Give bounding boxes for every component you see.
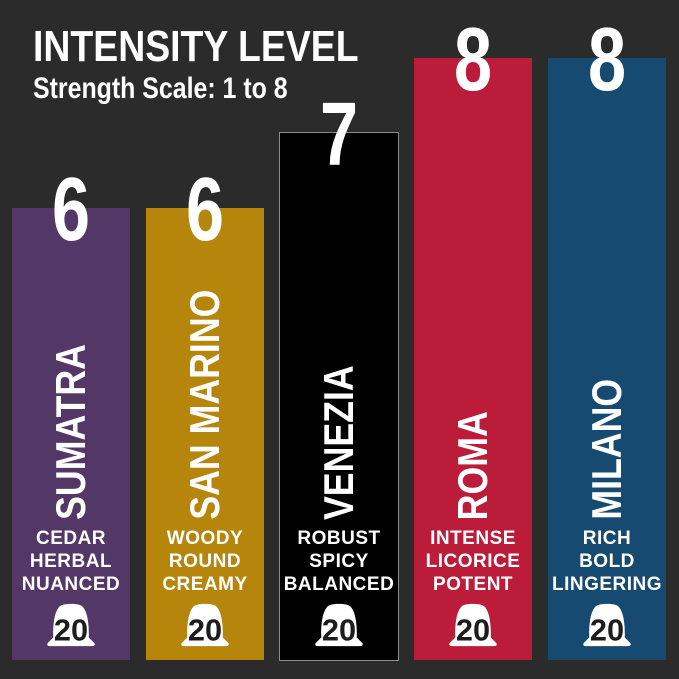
flavor-note-line: LICORICE	[425, 551, 521, 572]
flavor-note-line: CREAMY	[162, 574, 248, 595]
coffee-capsule-icon: 20	[578, 601, 636, 649]
bar-name-outer: MILANO	[583, 379, 630, 520]
flavor-note-line: LINGERING	[551, 574, 663, 595]
flavor-note-line: RICH	[582, 528, 632, 549]
flavor-note-line: ROBUST	[297, 528, 381, 549]
flavor-note-line: BALANCED	[283, 574, 395, 595]
capsule-svg: 20	[583, 603, 631, 647]
chart-subtitle: Strength Scale: 1 to 8	[33, 72, 288, 105]
capsule-svg: 20	[47, 603, 95, 647]
chart-header: INTENSITY LEVEL Strength Scale: 1 to 8	[33, 25, 416, 104]
flavor-note-line: BOLD	[579, 551, 635, 572]
bar-venezia: 7 VENEZIA ROBUST SPICY BALANCED 20	[280, 90, 398, 660]
bar-name-wrap: SAN MARINO	[146, 248, 264, 520]
flavor-note-line: CEDAR	[35, 528, 107, 549]
bar-roma: 8 ROMA INTENSE LICORICE POTENT 20	[414, 15, 532, 660]
capsule-shape	[181, 603, 229, 647]
flavor-note-line: NUANCED	[21, 574, 121, 595]
flavor-note-line: SPICY	[309, 551, 369, 572]
bar-name-label: MILANO	[583, 379, 630, 520]
bar-flavor-notes: CEDAR HERBAL NUANCED	[12, 527, 130, 596]
coffee-capsule-icon: 20	[444, 601, 502, 649]
bar-flavor-notes: INTENSE LICORICE POTENT	[414, 527, 532, 596]
flavor-note-line: ROUND	[168, 551, 242, 572]
flavor-note-line: HERBAL	[29, 551, 113, 572]
bar-value-label: 8	[587, 9, 627, 110]
capsule-count-label: 20	[456, 612, 490, 647]
bar-name-wrap: SUMATRA	[12, 248, 130, 520]
capsule-shape	[583, 603, 631, 647]
bar-value-label: 6	[185, 159, 225, 260]
coffee-capsule-icon: 20	[176, 601, 234, 649]
capsule-svg: 20	[181, 603, 229, 647]
bar-san-marino: 6 SAN MARINO WOODY ROUND CREAMY 20	[146, 165, 264, 660]
capsule-shape	[449, 603, 497, 647]
bar-flavor-notes: WOODY ROUND CREAMY	[146, 527, 264, 596]
bar-name-label: SUMATRA	[47, 344, 94, 520]
capsule-count-label: 20	[54, 612, 88, 647]
bar-name-wrap: MILANO	[548, 98, 666, 520]
capsule-svg: 20	[449, 603, 497, 647]
bar-name-label: SAN MARINO	[181, 289, 228, 520]
flavor-note-line: WOODY	[166, 528, 244, 549]
bar-sumatra: 6 SUMATRA CEDAR HERBAL NUANCED 20	[12, 165, 130, 660]
capsule-shape	[315, 603, 363, 647]
flavor-note-line: INTENSE	[430, 528, 516, 549]
capsule-shape	[47, 603, 95, 647]
bar-flavor-notes: RICH BOLD LINGERING	[548, 527, 666, 596]
bar-name-wrap: VENEZIA	[280, 173, 398, 520]
bar-name-wrap: ROMA	[414, 98, 532, 520]
capsule-count-label: 20	[188, 612, 222, 647]
bar-name-label: VENEZIA	[315, 365, 362, 520]
flavor-note-line: POTENT	[432, 574, 514, 595]
coffee-capsule-icon: 20	[310, 601, 368, 649]
bar-value-label: 6	[51, 159, 91, 260]
capsule-svg: 20	[315, 603, 363, 647]
capsule-count-label: 20	[322, 612, 356, 647]
bar-value-label: 8	[453, 9, 493, 110]
capsule-count-label: 20	[590, 612, 624, 647]
bar-milano: 8 MILANO RICH BOLD LINGERING 20	[548, 15, 666, 660]
bar-name-outer: ROMA	[449, 410, 496, 520]
bar-flavor-notes: ROBUST SPICY BALANCED	[280, 527, 398, 596]
bar-name-outer: VENEZIA	[315, 365, 362, 520]
bar-name-outer: SUMATRA	[47, 344, 94, 520]
bar-name-label: ROMA	[449, 410, 496, 520]
bar-name-outer: SAN MARINO	[181, 289, 228, 520]
coffee-capsule-icon: 20	[42, 601, 100, 649]
chart-title: INTENSITY LEVEL	[33, 22, 359, 71]
